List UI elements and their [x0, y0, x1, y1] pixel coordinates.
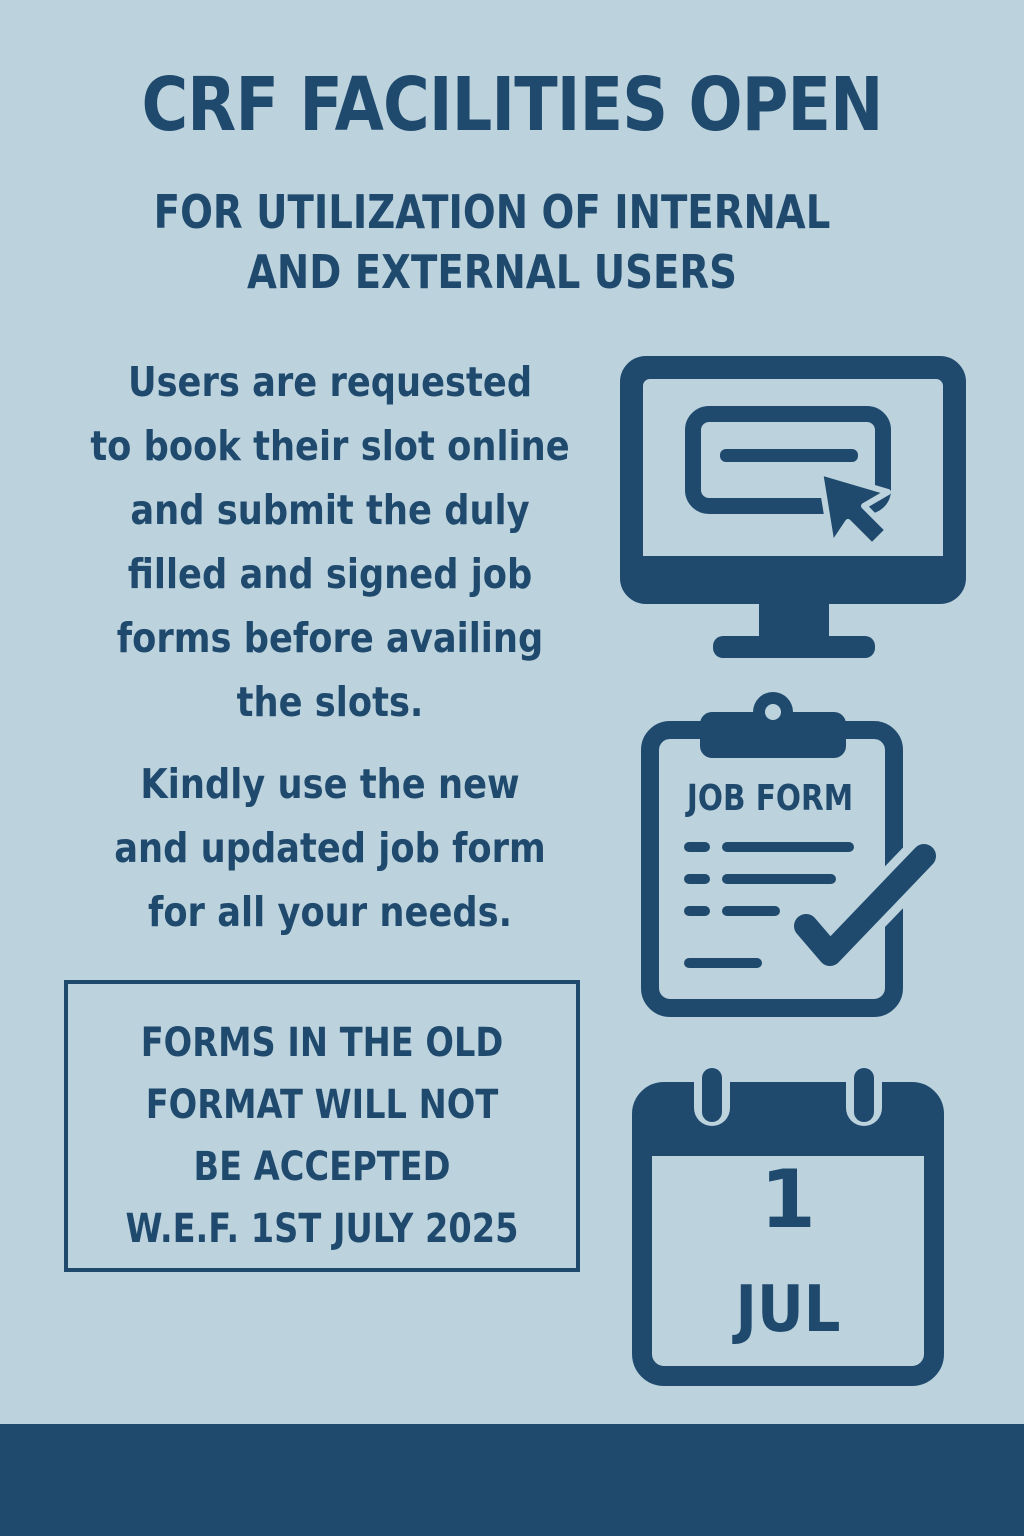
warning-line: FORMAT WILL NOT — [145, 1082, 499, 1128]
form-notice: Kindly use the new and updated job form … — [81, 752, 580, 944]
calendar-month: JUL — [735, 1273, 841, 1347]
instruction-line: forms before availing — [116, 614, 544, 662]
job-form-clipboard-icon: JOB FORM — [640, 690, 945, 1020]
instruction-line: and submit the duly — [130, 486, 530, 534]
calendar-icon: 1 JUL — [632, 1060, 944, 1386]
subtitle-line: FOR UTILIZATION OF INTERNAL — [153, 185, 831, 239]
instruction-line: Users are requested — [127, 358, 533, 406]
warning-line: FORMS IN THE OLD — [140, 1020, 504, 1066]
instruction-line: to book their slot online — [90, 422, 570, 470]
warning-text: FORMS IN THE OLD FORMAT WILL NOT BE ACCE… — [109, 1012, 536, 1260]
clipboard-label: JOB FORM — [686, 778, 854, 819]
warning-line: BE ACCEPTED — [193, 1144, 451, 1190]
subtitle-line: AND EXTERNAL USERS — [247, 245, 737, 299]
page-subtitle: FOR UTILIZATION OF INTERNAL AND EXTERNAL… — [139, 182, 845, 302]
notice-line: and updated job form — [114, 824, 546, 872]
warning-line: W.E.F. 1ST JULY 2025 — [125, 1206, 519, 1252]
computer-monitor-click-icon — [620, 356, 966, 660]
booking-instructions: Users are requested to book their slot o… — [81, 350, 580, 734]
page-title: CRF FACILITIES OPEN — [141, 62, 883, 148]
warning-box: FORMS IN THE OLD FORMAT WILL NOT BE ACCE… — [64, 980, 580, 1272]
notice-line: for all your needs. — [147, 888, 512, 936]
instruction-line: the slots. — [236, 678, 424, 726]
notice-line: Kindly use the new — [140, 760, 520, 808]
calendar-day: 1 — [760, 1153, 816, 1246]
footer-bar — [0, 1424, 1024, 1536]
instruction-line: filled and signed job — [127, 550, 533, 598]
